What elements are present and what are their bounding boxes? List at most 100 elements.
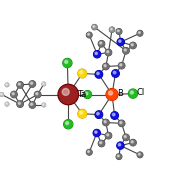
Circle shape (137, 30, 143, 36)
Circle shape (107, 51, 109, 53)
Circle shape (78, 70, 86, 77)
Circle shape (104, 121, 106, 123)
Circle shape (117, 155, 119, 157)
Circle shape (138, 31, 142, 36)
Circle shape (123, 135, 129, 140)
Circle shape (18, 102, 20, 104)
Circle shape (103, 120, 109, 125)
Circle shape (63, 59, 71, 67)
Circle shape (93, 26, 95, 27)
Circle shape (78, 109, 87, 118)
Circle shape (29, 81, 36, 87)
Circle shape (78, 110, 86, 118)
Circle shape (120, 122, 122, 124)
Circle shape (66, 122, 69, 125)
Circle shape (130, 91, 133, 94)
Circle shape (137, 152, 143, 158)
Circle shape (116, 29, 122, 34)
Circle shape (94, 51, 100, 57)
Circle shape (92, 25, 97, 29)
Circle shape (97, 72, 99, 75)
Text: B: B (117, 89, 123, 98)
Circle shape (117, 29, 121, 34)
Circle shape (43, 83, 44, 84)
Circle shape (12, 93, 14, 95)
Circle shape (111, 112, 118, 119)
Circle shape (80, 71, 83, 74)
Circle shape (109, 27, 115, 32)
Circle shape (78, 69, 87, 78)
Circle shape (87, 33, 92, 37)
Circle shape (118, 120, 125, 126)
Circle shape (64, 120, 73, 129)
Circle shape (119, 121, 124, 126)
Text: Cl: Cl (137, 88, 145, 97)
Circle shape (17, 101, 23, 107)
Circle shape (30, 102, 35, 108)
Circle shape (110, 27, 114, 32)
Circle shape (131, 141, 133, 143)
Circle shape (96, 111, 102, 118)
Circle shape (117, 154, 121, 159)
Circle shape (0, 93, 4, 96)
Circle shape (43, 104, 44, 105)
Circle shape (88, 151, 89, 153)
Circle shape (5, 83, 9, 87)
Circle shape (98, 41, 105, 47)
Circle shape (124, 49, 126, 51)
Circle shape (112, 113, 115, 116)
Circle shape (35, 92, 40, 97)
Circle shape (62, 88, 69, 95)
Circle shape (11, 91, 17, 98)
Circle shape (30, 81, 35, 87)
Circle shape (117, 39, 124, 46)
Circle shape (118, 63, 125, 69)
Circle shape (95, 111, 103, 118)
Circle shape (58, 84, 78, 105)
Circle shape (103, 63, 109, 70)
Circle shape (95, 52, 97, 55)
Circle shape (130, 43, 136, 48)
Circle shape (36, 93, 38, 95)
Circle shape (117, 143, 124, 149)
Circle shape (129, 90, 137, 98)
Circle shape (95, 71, 103, 78)
Circle shape (5, 83, 9, 86)
Circle shape (11, 92, 17, 97)
Circle shape (88, 33, 89, 35)
Circle shape (63, 58, 72, 67)
Circle shape (85, 92, 88, 95)
Circle shape (111, 112, 118, 119)
Circle shape (94, 51, 101, 58)
Circle shape (34, 91, 41, 98)
Circle shape (130, 42, 136, 49)
Circle shape (99, 41, 104, 46)
Circle shape (138, 32, 140, 33)
Circle shape (92, 25, 97, 30)
Circle shape (110, 28, 112, 30)
Circle shape (117, 30, 119, 32)
Circle shape (1, 94, 2, 95)
Circle shape (103, 119, 109, 126)
Circle shape (116, 154, 122, 159)
Circle shape (80, 111, 83, 114)
Circle shape (29, 102, 36, 108)
Circle shape (108, 91, 113, 95)
Circle shape (106, 89, 118, 100)
Circle shape (30, 103, 33, 105)
Circle shape (64, 120, 72, 128)
Circle shape (104, 65, 106, 67)
Circle shape (86, 32, 92, 38)
Circle shape (99, 141, 104, 146)
Circle shape (17, 82, 23, 88)
Circle shape (123, 48, 129, 54)
Circle shape (120, 64, 122, 66)
Circle shape (84, 91, 91, 98)
Circle shape (97, 112, 99, 115)
Circle shape (119, 63, 124, 68)
Circle shape (65, 60, 68, 63)
Circle shape (42, 103, 46, 107)
Circle shape (17, 82, 23, 88)
Circle shape (30, 82, 33, 84)
Circle shape (128, 89, 138, 98)
